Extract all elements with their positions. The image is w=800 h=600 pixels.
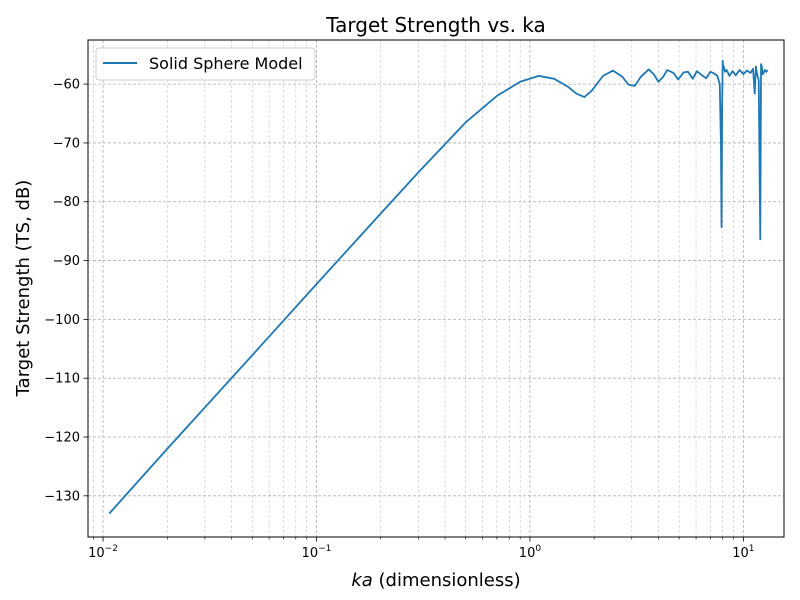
legend-box [95, 47, 316, 81]
y-tick-label: −110 [44, 372, 80, 387]
y-tick-label: −100 [44, 313, 80, 328]
grid [88, 40, 784, 537]
x-axis-ticks: 10−2 10−1 100 101 [88, 537, 755, 561]
x-axis-label-rest: (dimensionless) [373, 570, 521, 591]
x-tick-label: 10−1 [302, 544, 332, 561]
y-tick-label: −80 [53, 195, 80, 210]
y-tick-label: −90 [53, 254, 80, 269]
chart-title: Target Strength vs. ka [325, 13, 546, 37]
plot-frame [87, 39, 785, 538]
x-tick-label: 10−2 [88, 544, 118, 561]
x-tick-label: 101 [732, 544, 754, 561]
legend: Solid Sphere Model [95, 47, 316, 81]
y-tick-label: −70 [53, 136, 80, 151]
y-tick-label: −130 [44, 489, 80, 504]
series-line [108, 59, 769, 515]
series-layer [108, 59, 769, 515]
y-tick-label: −60 [53, 78, 80, 93]
y-axis-label: Target Strength (TS, dB) [13, 180, 34, 398]
x-tick-label: 100 [519, 544, 542, 561]
y-axis-ticks: −60 −70 −80 −90 −100 −110 −120 −130 [44, 78, 88, 504]
x-axis-label: ka (dimensionless) [351, 570, 520, 591]
legend-label: Solid Sphere Model [149, 54, 303, 73]
x-axis-label-italic: ka [351, 570, 372, 591]
y-tick-label: −120 [44, 431, 80, 446]
